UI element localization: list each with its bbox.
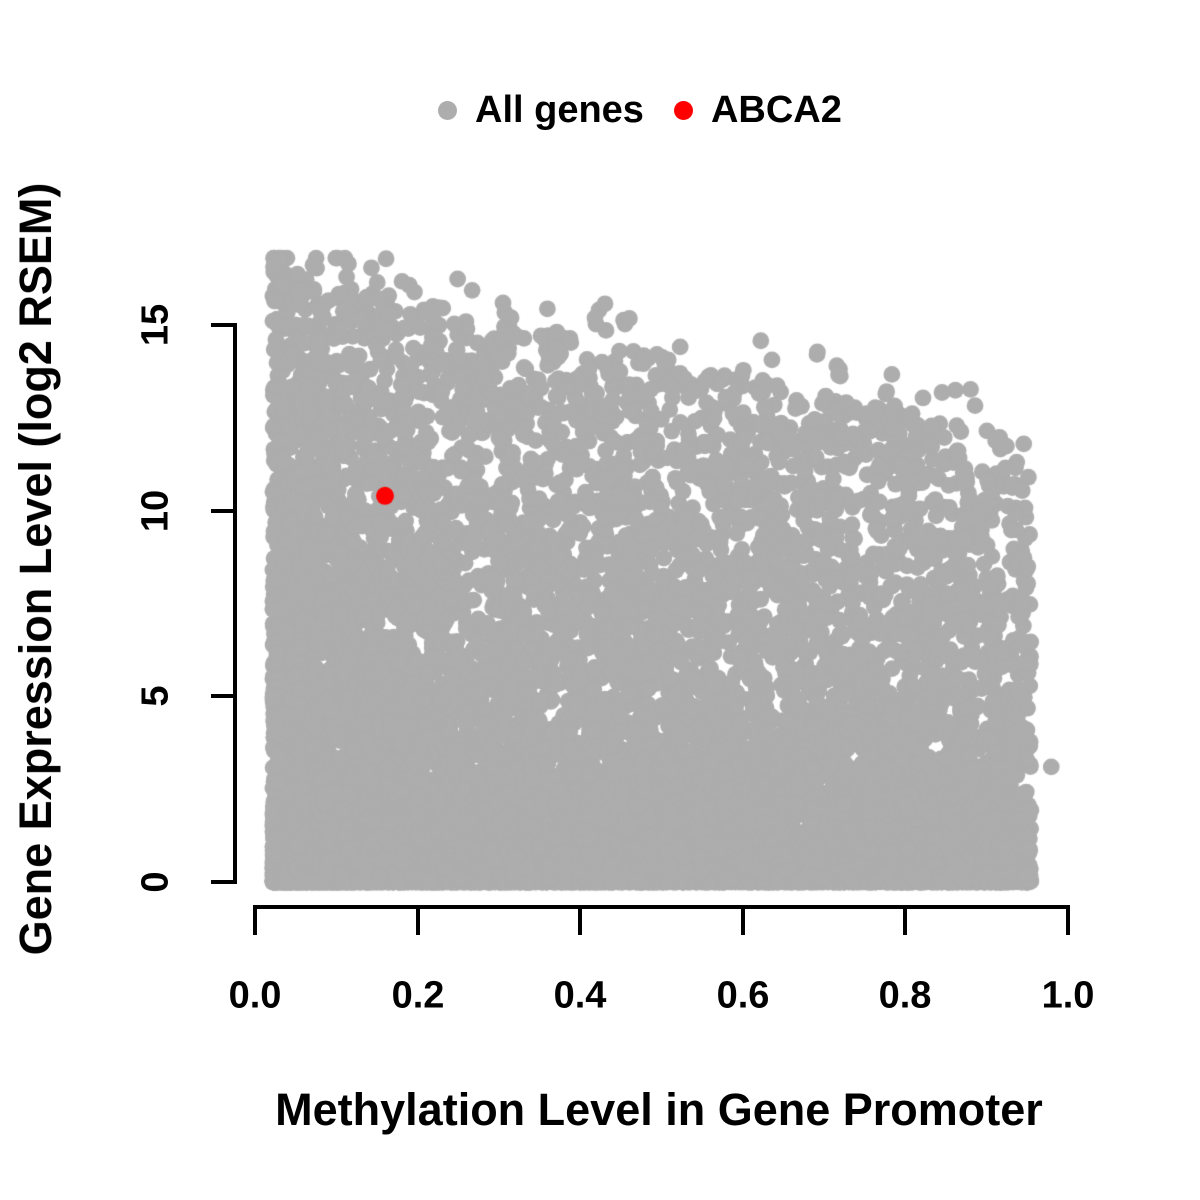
y-tick [211,323,235,327]
y-axis-line [233,323,237,884]
x-tick [253,905,257,935]
y-tick [211,880,235,884]
x-axis-line [253,905,1070,909]
x-tick-label-0.0: 0.0 [228,974,282,1017]
y-tick-label-15: 15 [134,303,177,347]
x-tick [416,905,420,935]
y-axis-title: Gene Expression Level (log2 RSEM) [10,182,61,956]
x-tick [578,905,582,935]
legend-all-genes-dot-icon [438,100,457,120]
legend-all-genes-label: All genes [475,88,644,131]
x-tick [1066,905,1070,935]
x-tick-label-0.2: 0.2 [391,974,445,1017]
legend-abca2-dot-icon [673,100,693,120]
x-tick [903,905,907,935]
y-tick-label-5: 5 [134,685,177,707]
y-tick [211,694,235,698]
x-tick-label-0.6: 0.6 [716,974,770,1017]
y-tick-label-0: 0 [134,871,177,893]
x-tick [741,905,745,935]
x-tick-label-0.8: 0.8 [878,974,932,1017]
x-tick-label-1.0: 1.0 [1041,974,1095,1017]
x-tick-label-0.4: 0.4 [553,974,607,1017]
legend: All genes ABCA2 [438,86,842,134]
y-tick-label-10: 10 [134,489,177,533]
legend-abca2-label: ABCA2 [710,88,842,131]
x-axis-title: Methylation Level in Gene Promoter [275,1084,1043,1135]
y-tick [211,509,235,513]
